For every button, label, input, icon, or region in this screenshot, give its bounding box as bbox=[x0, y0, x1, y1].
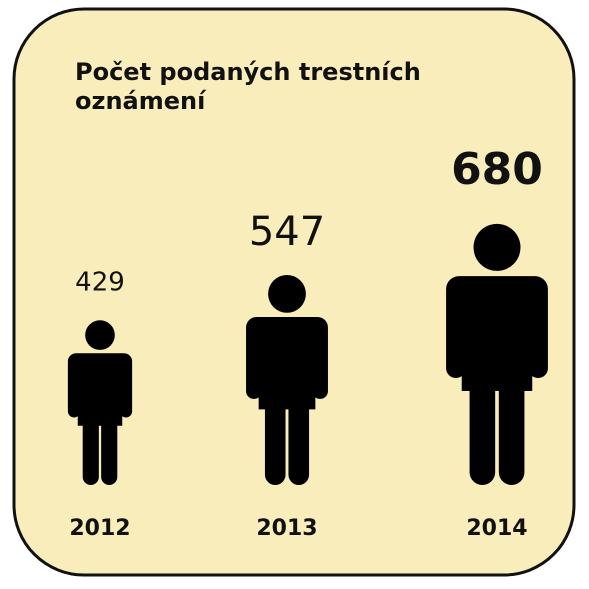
person-icon bbox=[446, 223, 548, 486]
value-label: 547 bbox=[249, 209, 325, 255]
x-tick-label: 2014 bbox=[466, 516, 527, 541]
chart-title: Počet podaných trestních oznámení bbox=[75, 58, 421, 115]
person-icon bbox=[246, 274, 328, 485]
x-tick-label: 2013 bbox=[256, 516, 317, 541]
value-label: 429 bbox=[75, 267, 125, 297]
person-icon bbox=[67, 320, 133, 485]
value-label: 680 bbox=[451, 144, 543, 195]
x-tick-label: 2012 bbox=[69, 516, 130, 541]
